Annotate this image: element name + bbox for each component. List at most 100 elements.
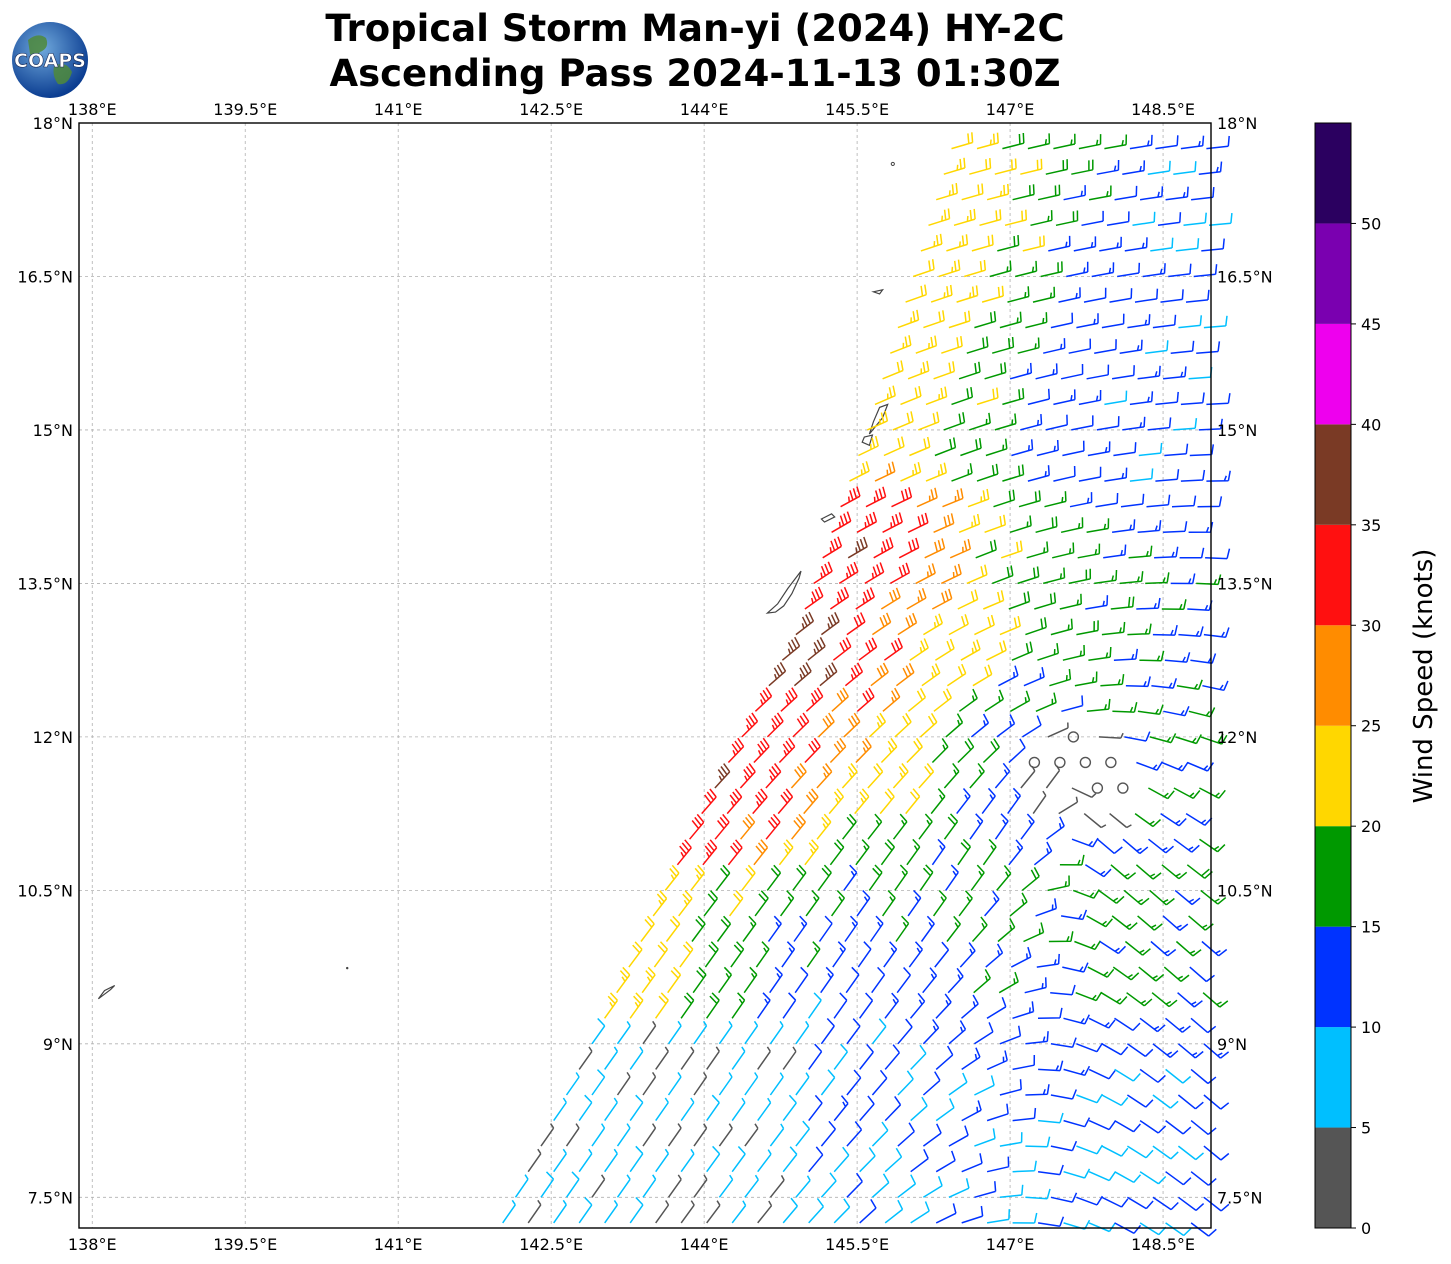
wind-barb (1012, 1160, 1037, 1173)
wind-barb (897, 1174, 917, 1198)
wind-barb (999, 1132, 1023, 1147)
island-outline (97, 984, 116, 1000)
wind-barb (739, 763, 756, 789)
wind-barb (922, 1123, 942, 1147)
wind-barb (1088, 1068, 1116, 1080)
wind-barb (1122, 838, 1149, 855)
wind-barb (882, 512, 903, 533)
wind-barb (731, 1200, 747, 1224)
wind-barb (1076, 620, 1099, 636)
wind-barb (1032, 790, 1047, 815)
wind-barb (1088, 1119, 1116, 1131)
wind-barb (1071, 787, 1097, 798)
wind-barb (961, 1153, 983, 1173)
wind-barb (982, 838, 997, 866)
colorbar-tick-label: 30 (1361, 616, 1381, 635)
wind-barb (986, 1103, 1009, 1122)
wind-barb (591, 1174, 606, 1198)
wind-barb (664, 864, 680, 891)
wind-barb (986, 1050, 1008, 1071)
coaps-logo: COAPS (12, 22, 88, 98)
wind-barb (1025, 1031, 1049, 1045)
wind-barb (1188, 915, 1214, 931)
wind-barb (803, 788, 819, 815)
wind-barb (1152, 1043, 1179, 1058)
wind-barb (942, 488, 964, 508)
wind-barb (871, 966, 886, 994)
wind-barb (844, 915, 859, 942)
lon-tick-label: 148.5°E (1131, 1235, 1195, 1254)
wind-barb (1163, 366, 1187, 380)
wind-barb (953, 208, 976, 227)
wind-barb (704, 941, 719, 968)
title-line-1: Tropical Storm Man-yi (2024) HY-2C (325, 7, 1065, 50)
wind-barb (1171, 495, 1197, 508)
wind-barb (994, 158, 1017, 175)
wind-barb (689, 813, 705, 840)
wind-barb (1032, 286, 1056, 303)
wind-barb (1017, 566, 1040, 585)
wind-barb (757, 1200, 773, 1224)
wind-barb (578, 1046, 593, 1070)
wind-barb (768, 662, 787, 687)
wind-barb (1134, 288, 1159, 303)
wind-barb (1020, 813, 1035, 840)
wind-barb (1124, 237, 1148, 252)
colorbar-segment (1315, 926, 1351, 1028)
wind-barb (642, 1020, 657, 1045)
wind-barb (969, 762, 985, 789)
wind-barb (701, 788, 717, 815)
wind-barb (943, 157, 966, 175)
wind-barb (731, 1097, 746, 1122)
wind-barb (910, 1201, 930, 1224)
wind-barb (833, 1198, 851, 1224)
wind-barb (741, 712, 759, 738)
wind-barb (1179, 547, 1205, 559)
wind-barb (909, 992, 926, 1019)
wind-barb (859, 1199, 877, 1224)
wind-barb (986, 1209, 1011, 1224)
wind-barb (1109, 288, 1133, 303)
wind-barb (930, 788, 946, 815)
wind-barb (655, 1097, 669, 1122)
wind-barb (1160, 812, 1187, 827)
wind-barb (1137, 704, 1164, 716)
wind-barb (706, 1145, 721, 1173)
lat-tick-label: 18°N (33, 114, 73, 133)
wind-barb (680, 992, 695, 1019)
wind-barb (1037, 643, 1060, 661)
wind-barb (1100, 992, 1128, 1005)
wind-barb (829, 839, 845, 866)
wind-barb (1047, 875, 1070, 892)
wind-barb (718, 1174, 734, 1198)
wind-barb (793, 915, 808, 942)
lat-tick-label: 15°N (33, 421, 73, 440)
wind-barb (986, 640, 1007, 661)
lon-tick-label: 147°E (986, 100, 1035, 119)
wind-barb (983, 590, 1005, 610)
wind-barb (949, 538, 972, 559)
wind-barb (753, 839, 769, 866)
wind-barb (1099, 236, 1122, 252)
wind-barb (1000, 540, 1023, 559)
wind-barb (805, 687, 824, 712)
wind-barb (1139, 1068, 1166, 1083)
wind-barb (829, 586, 850, 610)
wind-barb (769, 1072, 784, 1096)
wind-barb (1164, 652, 1191, 663)
colorbar-segment (1315, 123, 1351, 224)
wind-barb (1088, 1017, 1116, 1029)
wind-barb (1190, 1120, 1217, 1135)
wind-barb (1072, 889, 1100, 899)
wind-barb (830, 890, 846, 917)
wind-barb (1190, 1171, 1217, 1186)
wind-barb (935, 993, 952, 1019)
wind-barb (1061, 695, 1084, 713)
wind-barb (1136, 597, 1161, 610)
wind-barb (1038, 1164, 1064, 1176)
wind-barb (1050, 1192, 1078, 1203)
wind-barb (909, 436, 931, 457)
wind-barb (813, 561, 833, 585)
wind-barb (966, 336, 989, 354)
wind-barb (726, 788, 743, 815)
